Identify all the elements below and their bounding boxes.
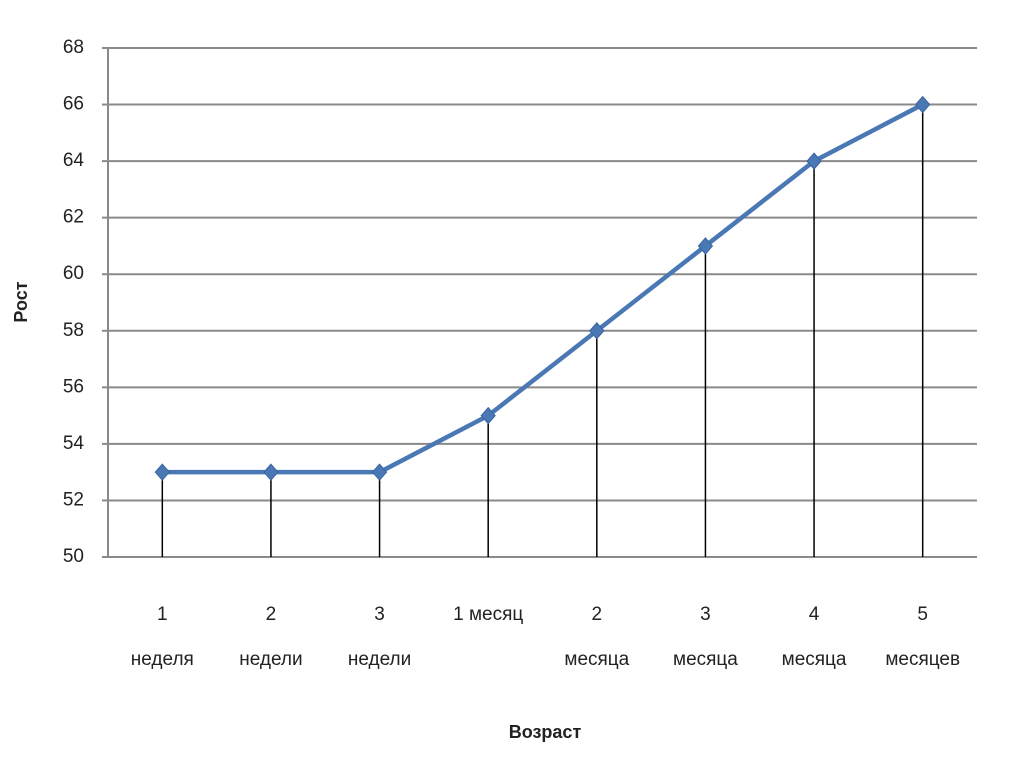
data-marker [480, 406, 496, 425]
data-marker [806, 152, 822, 170]
y-tick-label: 58 [63, 320, 84, 341]
x-tick-label: 2 месяца [564, 604, 629, 670]
y-tick-label: 60 [63, 263, 84, 284]
x-tick-label: 3 месяца [673, 604, 738, 670]
x-tick-label: 4 месяца [782, 604, 847, 670]
x-tick-label: 3 недели [348, 604, 411, 670]
y-tick-label: 68 [63, 37, 84, 58]
x-tick-label: 1 месяц [453, 604, 523, 625]
data-marker [915, 95, 931, 114]
data-marker [154, 463, 170, 481]
x-tick-label: 2 недели [239, 604, 302, 670]
y-tick-label: 52 [63, 489, 84, 510]
y-tick-label: 62 [63, 207, 84, 228]
x-tick-label: 1 неделя [131, 604, 194, 670]
x-axis-title: Возраст [509, 722, 582, 742]
data-marker [697, 237, 714, 255]
y-tick-label: 50 [63, 546, 84, 567]
y-tick-label: 66 [63, 94, 84, 115]
data-marker [263, 463, 279, 481]
data-marker [589, 322, 605, 340]
y-tick-label: 64 [63, 150, 85, 171]
y-tick-label: 54 [63, 433, 85, 454]
x-tick-label: 5 месяцев [885, 604, 960, 670]
y-axis-title: Рост [11, 281, 31, 322]
data-marker [371, 463, 388, 481]
y-tick-label: 56 [63, 376, 84, 397]
data-line [162, 102, 924, 475]
